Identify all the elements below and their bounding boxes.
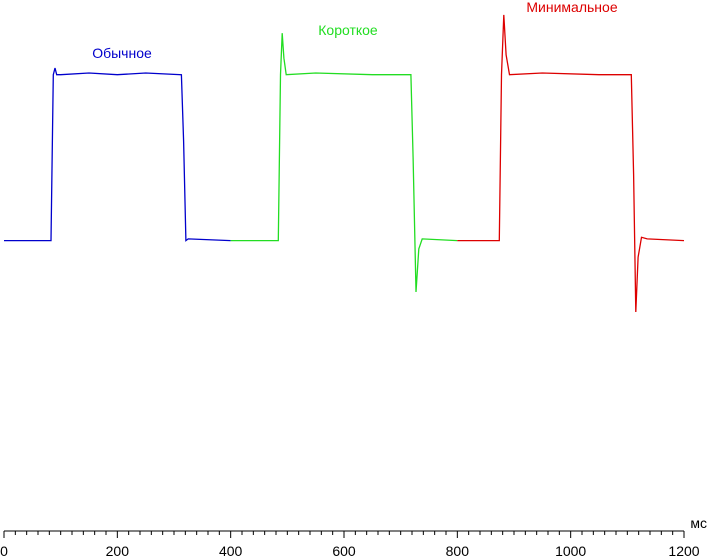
series-label: Обычное [92,45,152,61]
x-axis-label: мс [690,515,707,531]
x-tick-label: 800 [446,543,470,557]
x-tick-label: 200 [106,543,130,557]
series-label: Минимальное [526,0,617,15]
series-line [457,14,685,313]
x-tick-label: 400 [219,543,243,557]
series-label: Короткое [318,22,378,38]
x-tick-label: 0 [0,543,8,557]
x-tick-label: 1200 [668,543,699,557]
series-line [230,33,458,293]
x-tick-label: 600 [332,543,356,557]
series-line [4,67,231,242]
x-tick-label: 1000 [555,543,586,557]
